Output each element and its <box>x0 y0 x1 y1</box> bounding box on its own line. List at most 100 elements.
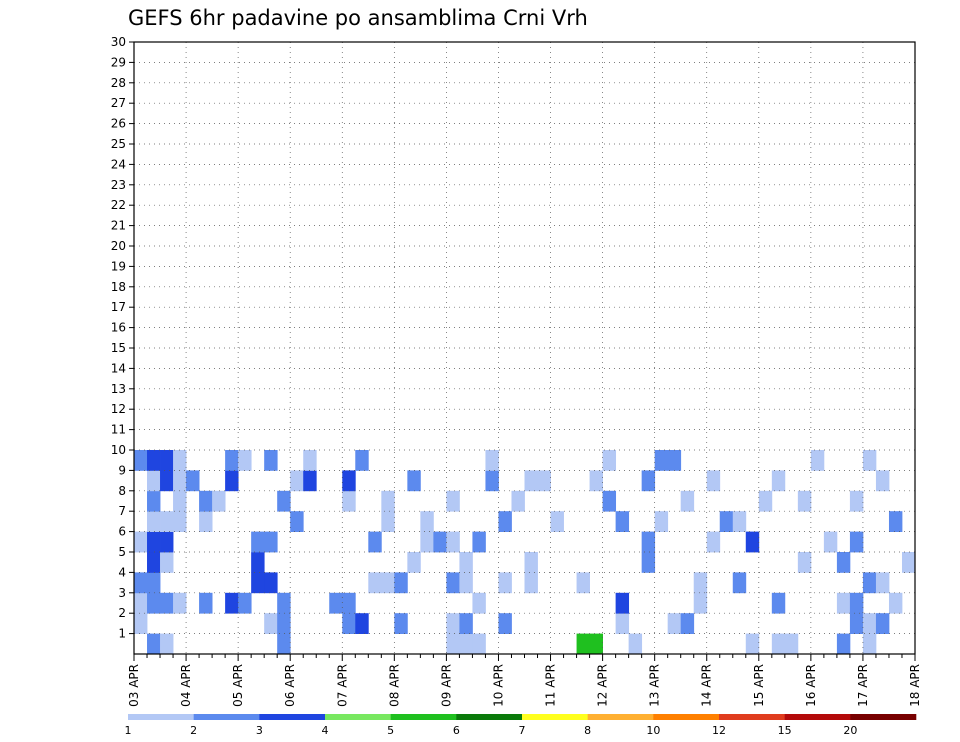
heatmap-cell <box>147 490 161 512</box>
x-tick-label: 08 APR <box>387 664 401 707</box>
heatmap-cell <box>654 511 669 532</box>
heatmap-cell <box>277 633 291 655</box>
x-tick-label: 10 APR <box>491 664 505 707</box>
heatmap-cell <box>472 531 486 553</box>
heatmap-cell <box>615 613 630 634</box>
heatmap-cell <box>368 572 382 594</box>
heatmap-cell <box>394 613 408 634</box>
heatmap-cell <box>160 450 174 471</box>
y-tick-label: 22 <box>111 198 126 212</box>
heatmap-cell <box>680 490 695 512</box>
legend-label: 12 <box>712 724 726 737</box>
heatmap-cell <box>134 450 148 471</box>
heatmap-cell <box>264 572 278 594</box>
heatmap-cell <box>381 572 395 594</box>
y-tick-label: 9 <box>118 463 126 477</box>
y-tick-label: 3 <box>118 586 126 600</box>
heatmap-cell <box>225 592 239 614</box>
heatmap-cell <box>537 470 551 492</box>
heatmap-cell <box>589 633 603 655</box>
heatmap-cell <box>173 592 187 614</box>
heatmap-cell <box>485 450 499 471</box>
heatmap-cell <box>225 470 239 492</box>
legend-label: 6 <box>453 724 460 737</box>
legend-swatch <box>456 714 523 720</box>
heatmap-cell <box>173 450 187 471</box>
heatmap-cell <box>251 531 265 553</box>
heatmap-cell <box>472 633 486 655</box>
heatmap-cell <box>875 470 890 492</box>
heatmap-cell <box>589 470 603 492</box>
heatmap-cell <box>264 450 278 471</box>
heatmap-cell <box>862 633 877 655</box>
heatmap-cell <box>329 592 343 614</box>
heatmap-cell <box>147 633 161 655</box>
heatmap-cell <box>498 613 512 634</box>
heatmap-cell <box>420 511 434 532</box>
heatmap-cell <box>225 450 239 471</box>
legend-swatch <box>653 714 720 720</box>
y-tick-label: 12 <box>111 402 126 416</box>
heatmap-cell <box>771 633 786 655</box>
y-tick-label: 27 <box>111 96 126 110</box>
heatmap-cell <box>134 572 148 594</box>
heatmap-cell <box>485 470 499 492</box>
heatmap-cell <box>277 613 291 634</box>
heatmap-cell <box>160 592 174 614</box>
heatmap-cell <box>420 531 434 553</box>
heatmap-cell <box>147 572 161 594</box>
heatmap-cell <box>823 531 838 553</box>
heatmap-cell <box>576 633 590 655</box>
heatmap-cell <box>498 511 512 532</box>
heatmap-cell <box>238 592 252 614</box>
heatmap-cell <box>342 592 356 614</box>
legend-swatch <box>259 714 326 720</box>
heatmap-cell <box>862 450 877 471</box>
legend-label: 15 <box>778 724 792 737</box>
heatmap-cell <box>667 613 682 634</box>
heatmap-cell <box>355 450 369 471</box>
legend-label: 2 <box>190 724 197 737</box>
heatmap-cell <box>667 450 682 471</box>
x-tick-label: 09 APR <box>439 664 453 707</box>
legend-swatch <box>325 714 391 720</box>
heatmap-cell <box>173 470 187 492</box>
y-tick-label: 25 <box>111 137 126 151</box>
heatmap-cell <box>199 592 213 614</box>
heatmap-cell <box>368 531 382 553</box>
heatmap-cell <box>836 633 851 655</box>
heatmap-cell <box>199 490 213 512</box>
x-tick-label: 12 APR <box>596 664 610 707</box>
heatmap-cell <box>147 470 161 492</box>
heatmap-cell <box>719 511 734 532</box>
heatmap-cell <box>303 450 317 471</box>
legend-swatch <box>522 714 588 720</box>
heatmap-cell <box>771 592 786 614</box>
heatmap-cell <box>693 592 708 614</box>
heatmap-cell <box>160 633 174 655</box>
heatmap-cells <box>134 450 916 655</box>
heatmap-cell <box>615 511 630 532</box>
heatmap-cell <box>407 552 421 573</box>
heatmap-cell <box>498 572 512 594</box>
x-tick-label: 13 APR <box>648 664 662 707</box>
x-tick-label: 17 APR <box>856 664 870 707</box>
heatmap-cell <box>433 531 447 553</box>
heatmap-cell <box>875 613 890 634</box>
x-tick-label: 06 APR <box>283 664 297 707</box>
heatmap-cell <box>836 552 851 573</box>
legend-label: 1 <box>125 724 132 737</box>
heatmap-cell <box>290 470 304 492</box>
heatmap-cell <box>628 633 643 655</box>
heatmap-cell <box>849 490 864 512</box>
y-tick-label: 16 <box>111 321 126 335</box>
heatmap-cell <box>849 531 864 553</box>
heatmap-cell <box>394 572 408 594</box>
legend-swatch <box>850 714 917 720</box>
heatmap-cell <box>810 450 825 471</box>
x-tick-label: 14 APR <box>700 664 714 707</box>
heatmap-cell <box>615 592 630 614</box>
heatmap-cell <box>459 613 473 634</box>
heatmap-cell <box>446 490 460 512</box>
heatmap-cell <box>784 633 799 655</box>
